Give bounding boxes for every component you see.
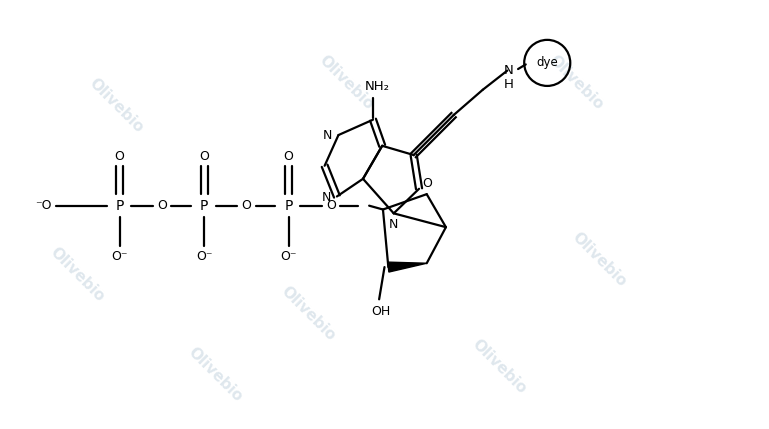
Text: H: H [504,78,514,91]
Text: Olivebio: Olivebio [316,53,376,113]
Text: O: O [115,150,125,163]
Text: O: O [421,177,431,190]
Text: O⁻: O⁻ [112,250,128,263]
Text: Olivebio: Olivebio [86,76,146,136]
Text: N: N [323,129,332,142]
Text: P: P [115,199,124,213]
Text: P: P [200,199,208,213]
Text: dye: dye [536,56,558,69]
Text: Olivebio: Olivebio [546,53,607,113]
Text: Olivebio: Olivebio [470,337,530,397]
Text: N: N [389,218,398,231]
Text: Olivebio: Olivebio [278,283,338,343]
Text: O: O [199,150,209,163]
Text: OH: OH [371,305,391,318]
Text: O: O [326,199,336,212]
Text: NH₂: NH₂ [365,80,389,93]
Text: N: N [504,64,514,77]
Polygon shape [388,262,427,272]
Text: O: O [157,199,167,212]
Text: Olivebio: Olivebio [185,344,245,405]
Text: O⁻: O⁻ [196,250,212,263]
Text: O: O [284,150,294,163]
Text: Olivebio: Olivebio [48,245,108,305]
Text: O⁻: O⁻ [280,250,297,263]
Text: P: P [285,199,293,213]
Text: O: O [241,199,251,212]
Text: N: N [322,191,331,205]
Text: Olivebio: Olivebio [569,230,630,290]
Text: ⁻O: ⁻O [35,199,52,212]
